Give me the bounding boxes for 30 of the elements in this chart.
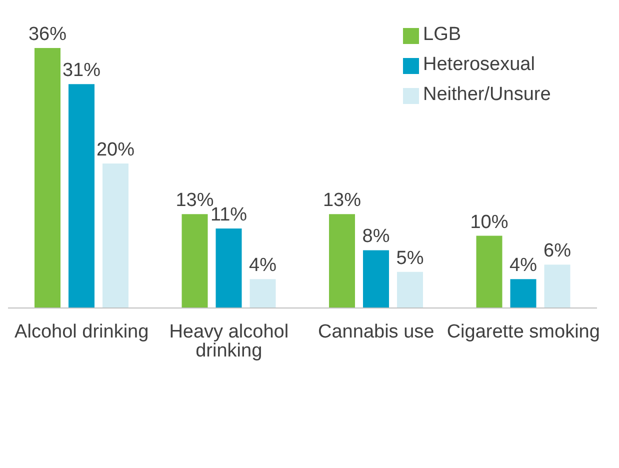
legend-label: Heterosexual <box>423 54 535 75</box>
bar <box>182 214 208 308</box>
data-label: 11% <box>210 204 248 226</box>
x-tick-label: Alcohol drinking <box>14 321 149 342</box>
bar <box>250 279 276 308</box>
data-label: 4% <box>510 255 538 276</box>
data-label: 8% <box>362 226 390 248</box>
bar <box>476 236 502 308</box>
legend-label: Neither/Unsure <box>423 84 551 105</box>
bar <box>102 164 129 308</box>
legend-label: LGB <box>423 24 462 45</box>
data-label: 31% <box>62 60 101 82</box>
bar <box>510 279 536 308</box>
bar <box>34 48 61 308</box>
data-label: 5% <box>396 248 424 269</box>
bar <box>68 84 95 308</box>
data-label: 36% <box>28 24 67 45</box>
bar <box>544 264 570 308</box>
data-label: 4% <box>249 255 277 276</box>
data-label: 6% <box>544 240 572 262</box>
x-tick-label: Cigarette smoking <box>446 321 600 342</box>
bar <box>329 214 356 308</box>
data-label: 20% <box>96 140 135 161</box>
data-label: 10% <box>470 212 508 233</box>
data-label: 13% <box>322 190 362 212</box>
bar <box>363 250 390 308</box>
x-tick-label: Cannabis use <box>318 321 434 342</box>
x-tick-label: Heavy alcohol drinking <box>169 321 289 362</box>
bar <box>397 272 424 308</box>
bar <box>216 228 242 308</box>
